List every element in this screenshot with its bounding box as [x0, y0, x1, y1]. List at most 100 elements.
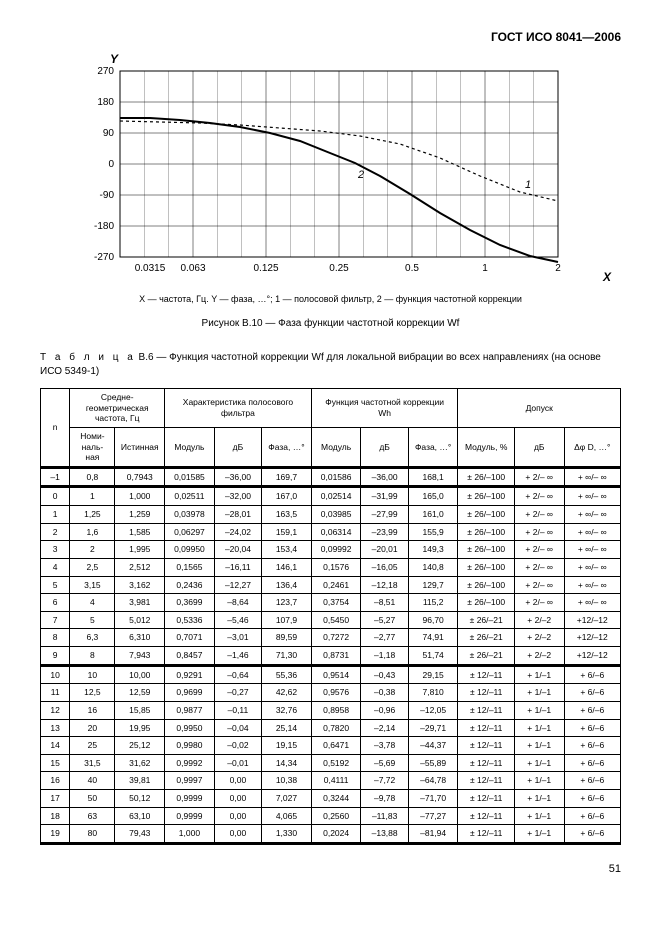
table-cell: –36,00 [214, 467, 261, 487]
table-cell: –1 [41, 467, 70, 487]
table-cell: 149,3 [408, 541, 458, 559]
table-cell: –20,01 [361, 541, 408, 559]
table-cell: 19 [41, 825, 70, 844]
table-cell: –16,05 [361, 558, 408, 576]
table-cell: ± 26/–100 [458, 467, 514, 487]
table-cell: + 2/– ∞ [514, 523, 564, 541]
table-cell: + 1/–1 [514, 754, 564, 772]
figure-caption: Рисунок В.10 — Фаза функции частотной ко… [40, 318, 621, 329]
table-cell: + 2/– ∞ [514, 506, 564, 524]
table-cell: 123,7 [262, 594, 312, 612]
table-cell: 89,59 [262, 629, 312, 647]
table-cell: ± 26/–100 [458, 558, 514, 576]
page-number: 51 [40, 863, 621, 875]
table-cell: ± 12/–11 [458, 790, 514, 808]
table-cell: 1 [70, 487, 115, 506]
table-cell: 4 [41, 558, 70, 576]
table-cell: 5 [41, 576, 70, 594]
table-cell: –9,78 [361, 790, 408, 808]
table-cell: 0,7071 [165, 629, 215, 647]
table-cell: 1,000 [115, 487, 165, 506]
table-cell: –12,18 [361, 576, 408, 594]
table-cell: 136,4 [262, 576, 312, 594]
table-cell: –31,99 [361, 487, 408, 506]
table-cell: –27,99 [361, 506, 408, 524]
table-cell: 1,000 [165, 825, 215, 844]
table-cell: 1,995 [115, 541, 165, 559]
table-cell: –24,02 [214, 523, 261, 541]
table-cell: + ∞/– ∞ [564, 506, 620, 524]
table-cell: 0,8731 [311, 647, 361, 666]
table-cell: + 2/– ∞ [514, 487, 564, 506]
table-cell: 0,01585 [165, 467, 215, 487]
table-cell: ± 26/–100 [458, 506, 514, 524]
table-cell: 0,06297 [165, 523, 215, 541]
table-cell: –5,46 [214, 611, 261, 629]
table-cell: –71,70 [408, 790, 458, 808]
table-cell: 7,943 [115, 647, 165, 666]
table-cell: 1,6 [70, 523, 115, 541]
table-cell: ± 12/–11 [458, 684, 514, 702]
table-cell: 14 [41, 737, 70, 755]
table-cell: 3,15 [70, 576, 115, 594]
table-cell: 169,7 [262, 467, 312, 487]
table-cell: 17 [41, 790, 70, 808]
table-cell: 0,7943 [115, 467, 165, 487]
table-cell: 0,9980 [165, 737, 215, 755]
table-cell: + 1/–1 [514, 790, 564, 808]
table-cell: 55,36 [262, 665, 312, 684]
table-cell: ± 12/–11 [458, 701, 514, 719]
table-cell: –8,51 [361, 594, 408, 612]
table-cell: + 6/–6 [564, 790, 620, 808]
table-cell: 80 [70, 825, 115, 844]
table-cell: 0,7820 [311, 719, 361, 737]
table-cell: 1 [41, 506, 70, 524]
table-cell: 1,25 [70, 506, 115, 524]
table-cell: –36,00 [361, 467, 408, 487]
table-cell: 19,95 [115, 719, 165, 737]
table-cell: 5 [70, 611, 115, 629]
table-cell: –5,69 [361, 754, 408, 772]
table-cell: + 6/–6 [564, 772, 620, 790]
table-cell: –0,43 [361, 665, 408, 684]
svg-text:270: 270 [97, 66, 114, 77]
svg-text:90: 90 [103, 128, 115, 139]
table-cell: ± 26/–100 [458, 594, 514, 612]
table-cell: –77,27 [408, 807, 458, 825]
table-cell: 42,62 [262, 684, 312, 702]
table-cell: ± 12/–11 [458, 719, 514, 737]
table-cell: 0,01586 [311, 467, 361, 487]
table-cell: ± 12/–11 [458, 665, 514, 684]
table-cell: –0,64 [214, 665, 261, 684]
table-cell: 4 [70, 594, 115, 612]
table-cell: 14,34 [262, 754, 312, 772]
table-cell: 0,00 [214, 807, 261, 825]
table-cell: 31,5 [70, 754, 115, 772]
table-cell: 50,12 [115, 790, 165, 808]
table-cell: 115,2 [408, 594, 458, 612]
svg-text:-270: -270 [94, 252, 114, 263]
table-cell: 25,12 [115, 737, 165, 755]
table-cell: 159,1 [262, 523, 312, 541]
table-cell: 168,1 [408, 467, 458, 487]
table-cell: 1,330 [262, 825, 312, 844]
table-cell: 0,9877 [165, 701, 215, 719]
svg-text:2: 2 [357, 169, 364, 181]
table-cell: –12,05 [408, 701, 458, 719]
table-cell: + 6/–6 [564, 665, 620, 684]
table-cell: 0,5336 [165, 611, 215, 629]
table-cell: 0,02514 [311, 487, 361, 506]
table-cell: 12,5 [70, 684, 115, 702]
table-cell: –7,72 [361, 772, 408, 790]
table-cell: 161,0 [408, 506, 458, 524]
table-cell: –0,11 [214, 701, 261, 719]
table-cell: + ∞/– ∞ [564, 594, 620, 612]
table-cell: ± 12/–11 [458, 772, 514, 790]
table-cell: 96,70 [408, 611, 458, 629]
table-cell: 0,2024 [311, 825, 361, 844]
table-cell: +12/–12 [564, 629, 620, 647]
svg-text:0,063: 0,063 [180, 263, 205, 271]
svg-text:-180: -180 [94, 221, 114, 232]
table-cell: 0,8457 [165, 647, 215, 666]
table-cell: 7 [41, 611, 70, 629]
